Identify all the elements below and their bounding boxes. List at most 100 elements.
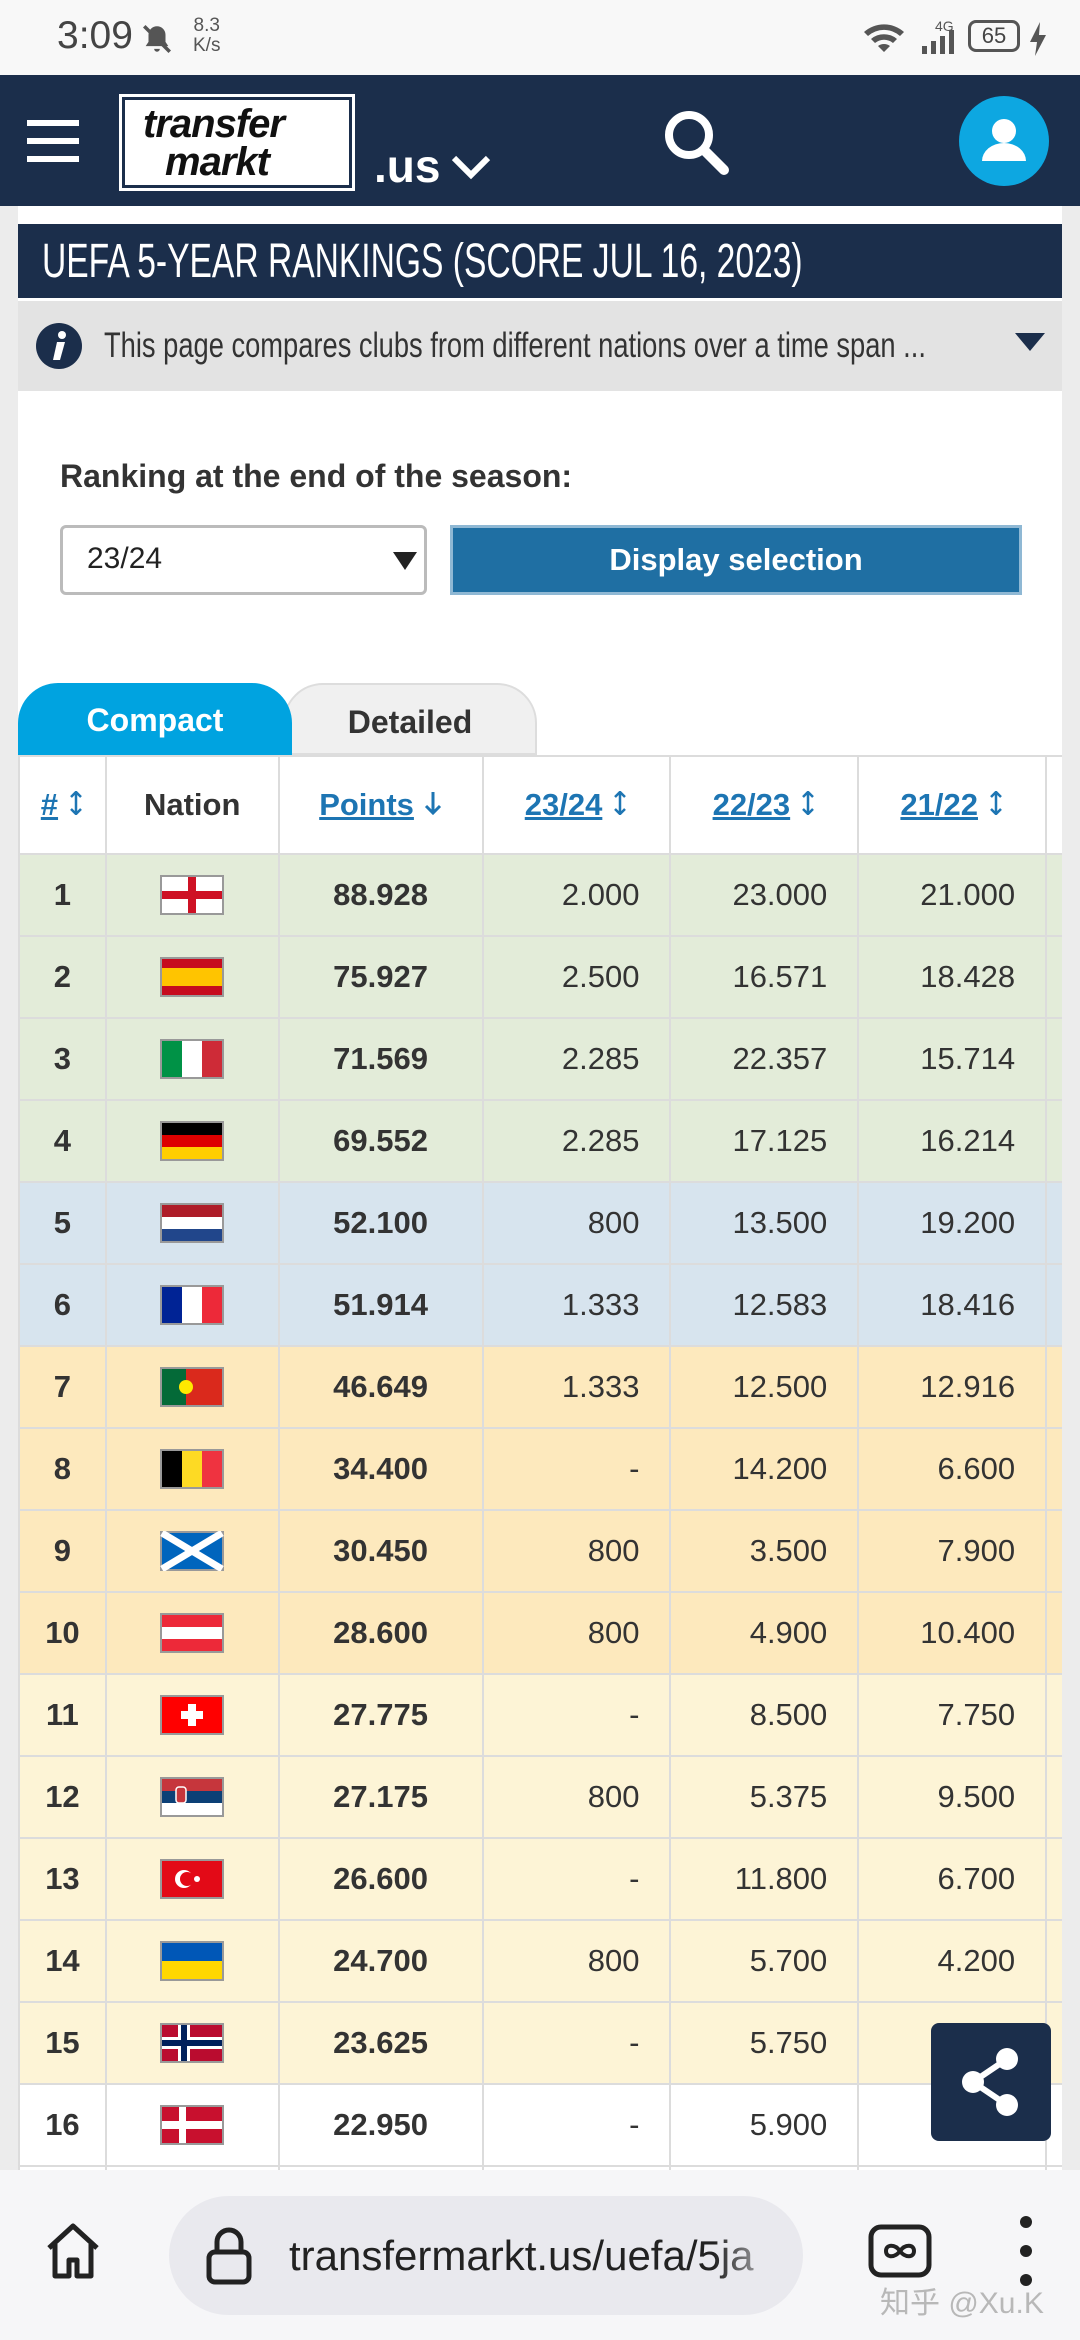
shape [162, 968, 223, 986]
shape [1030, 22, 1046, 56]
time: 3:09 [57, 14, 133, 57]
share-button[interactable] [931, 2023, 1051, 2141]
rank: 8 [18, 1427, 107, 1511]
content: UEFA 5-YEAR RANKINGS (SCORE JUL 16, 2023… [18, 206, 1062, 2170]
shape [53, 342, 65, 360]
flag [160, 1529, 225, 1573]
battery: 65 [968, 20, 1020, 52]
rank: 4 [18, 1099, 107, 1183]
shape [982, 143, 1026, 161]
shape [160, 1529, 224, 1573]
season-points: 5.1 [1045, 1673, 1062, 1757]
shape [868, 2224, 932, 2278]
season-points: 6.250 [669, 2165, 860, 2170]
sort-link: 21/22 [900, 787, 978, 822]
info-bar[interactable]: This page compares clubs from different … [18, 301, 1062, 391]
points: 24.700 [277, 1919, 484, 2003]
season-points: 6.700 [857, 1837, 1048, 1921]
points: 75.927 [277, 935, 484, 1019]
season-points: 800 [481, 1755, 672, 1839]
flag [160, 1613, 225, 1653]
column-header[interactable]: 23/24 [481, 755, 672, 855]
domain: .us [374, 140, 441, 192]
column-header[interactable]: 22/23 [669, 755, 860, 855]
flag [160, 1777, 225, 1817]
points: 51.914 [277, 1263, 484, 1347]
season-points: 14.200 [669, 1427, 860, 1511]
points: 27.175 [277, 1755, 484, 1839]
logo-bottom: markt [165, 140, 270, 184]
season-points: 6.600 [857, 1427, 1048, 1511]
rank: 10 [18, 1591, 107, 1675]
display-button[interactable]: Display selection [450, 525, 1022, 595]
shape [202, 1287, 223, 1323]
season-points: 10.400 [857, 1591, 1048, 1675]
shape [162, 1803, 223, 1815]
points: 28.600 [277, 1591, 484, 1675]
shape [181, 1711, 204, 1719]
season-points: 12.916 [857, 1345, 1048, 1429]
season-points: 2.500 [481, 935, 672, 1019]
season-points: 12.583 [669, 1263, 860, 1347]
season-select[interactable]: 23/24 [60, 525, 427, 595]
flag [160, 875, 225, 915]
shape [162, 1217, 223, 1229]
column-header[interactable]: Points [277, 755, 484, 855]
shape [214, 2227, 244, 2252]
watermark: 知乎 @Xu.K [880, 2287, 1044, 2320]
column-header[interactable]: 20/2 [1045, 755, 1062, 855]
shape [202, 1451, 223, 1487]
home-button[interactable] [44, 2222, 102, 2280]
tab-compact[interactable]: Compact [18, 683, 292, 755]
shape [162, 1229, 223, 1241]
nation [104, 1017, 280, 1101]
points: 69.552 [277, 1099, 484, 1183]
domain-select[interactable]: .us [374, 139, 492, 193]
season-points: - [481, 1427, 672, 1511]
sort-icon [990, 790, 1002, 816]
shape [949, 30, 954, 54]
tabs-button[interactable] [868, 2224, 932, 2278]
column-header[interactable]: 21/22 [857, 755, 1048, 855]
sort-link: 22/23 [712, 787, 791, 822]
nation [104, 2083, 280, 2167]
rank: 1 [18, 853, 107, 937]
sort-link: # [40, 787, 59, 822]
season-points: 7.0 [1045, 2165, 1062, 2170]
shape [922, 46, 927, 54]
share-icon [962, 2048, 1018, 2116]
shape [162, 891, 223, 899]
title-bar: UEFA 5-YEAR RANKINGS (SCORE JUL 16, 2023… [18, 224, 1062, 298]
shape [162, 1791, 223, 1803]
shape [162, 1779, 223, 1791]
nation [104, 935, 280, 1019]
account-button[interactable] [958, 95, 1050, 187]
season-points: 9.500 [857, 1755, 1048, 1839]
logo[interactable]: transfer markt [119, 94, 355, 191]
menu-button[interactable] [27, 120, 79, 162]
selection-label: Ranking at the end of the season: [60, 458, 573, 494]
shape [27, 156, 79, 162]
url-bar[interactable]: transfermarkt.us/uefa/5ja [169, 2196, 803, 2315]
column-header[interactable]: # [18, 755, 107, 855]
lock-icon [206, 2227, 252, 2285]
logo-top: transfer [143, 102, 285, 146]
shape [162, 1147, 223, 1159]
tab-detailed[interactable]: Detailed [283, 683, 537, 755]
season-points: 18.416 [857, 1263, 1048, 1347]
sort-icon [70, 790, 82, 816]
points: 34.400 [277, 1427, 484, 1511]
season-points: - [481, 2083, 672, 2167]
shape [802, 790, 815, 816]
season-points: 800 [481, 1181, 672, 1265]
shape: # Nation Points 23/24 22/23 21/22 20/2 [18, 755, 1062, 855]
search-button[interactable] [662, 108, 730, 176]
shape [58, 331, 66, 339]
shape [27, 138, 79, 144]
shape [182, 1287, 203, 1323]
signal-icon [922, 30, 954, 54]
menu-dots[interactable] [1016, 2214, 1036, 2288]
